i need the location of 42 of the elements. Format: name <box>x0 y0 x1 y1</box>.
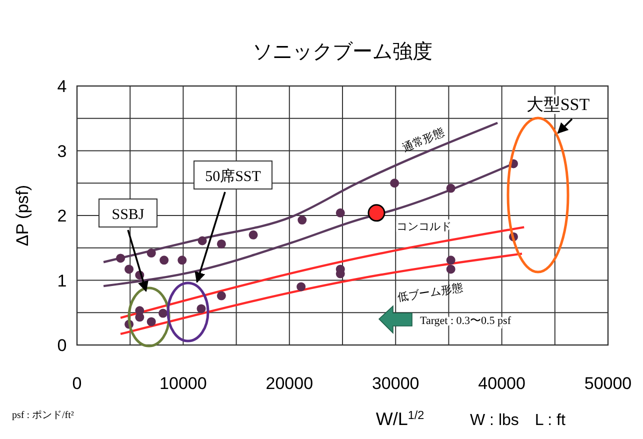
text: 低ブーム形態 <box>396 281 464 304</box>
point <box>196 304 206 314</box>
point <box>124 264 134 274</box>
point <box>248 230 258 240</box>
y-tick-label: 0 <box>57 336 67 355</box>
text: W : lbs L : ft <box>470 412 566 429</box>
point <box>178 256 187 265</box>
point <box>216 239 226 248</box>
point <box>446 184 456 193</box>
line-series <box>102 122 499 264</box>
point <box>298 216 307 225</box>
x-tick-label: 10000 <box>160 374 207 393</box>
point <box>135 312 144 322</box>
point <box>198 236 207 246</box>
x-tick-label: 30000 <box>372 374 420 393</box>
x-tick-label: 40000 <box>478 374 526 393</box>
x-axis-title: W/L$^{1/2}$ <box>376 408 424 429</box>
point <box>158 308 168 318</box>
y-tick-label: 2 <box>57 206 67 226</box>
x-tick-label: 0 <box>72 374 82 393</box>
annotation: SSBJ <box>112 207 144 223</box>
point <box>446 264 456 274</box>
point <box>146 317 156 326</box>
x-tick-label: 50000 <box>584 374 632 393</box>
point <box>116 254 126 263</box>
point <box>368 204 386 222</box>
point <box>336 208 345 218</box>
x-tick-label: 20000 <box>266 374 314 393</box>
point <box>390 178 400 188</box>
point <box>216 291 226 300</box>
point <box>446 256 456 265</box>
text: 通常形態 <box>400 125 446 155</box>
point <box>296 282 306 292</box>
point <box>146 248 156 258</box>
chart-title: ソニックブーム強度 <box>252 41 432 63</box>
y-tick-label: 1 <box>57 271 67 290</box>
y-axis-title: ΔP (psf) <box>13 184 32 246</box>
y-tick-label: 4 <box>57 77 67 96</box>
text: psf : ポンド/ft² <box>12 410 74 421</box>
annotation: 50席SST <box>205 168 261 185</box>
point <box>160 256 169 265</box>
y-tick-label: 3 <box>57 142 67 161</box>
